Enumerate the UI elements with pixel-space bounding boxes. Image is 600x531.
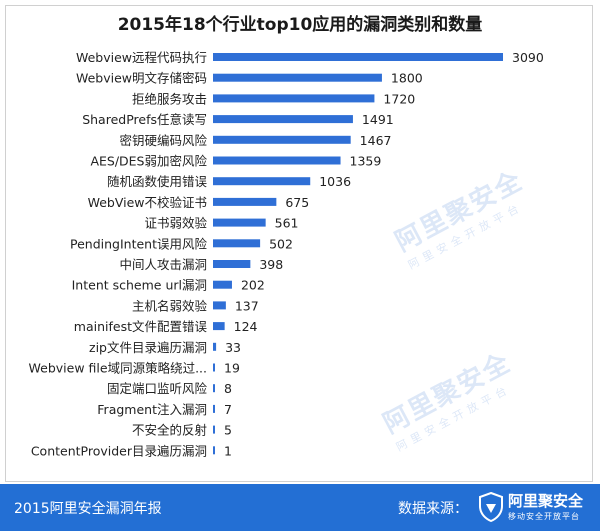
bar: [213, 94, 375, 103]
value-label: 561: [275, 216, 299, 231]
bar: [213, 446, 215, 455]
bar: [213, 425, 215, 434]
value-label: 1491: [362, 112, 394, 127]
footer-bar: 2015阿里安全漏洞年报 数据来源： 阿里聚安全 移动安全开放平台: [0, 484, 600, 531]
value-label: 398: [259, 257, 283, 272]
bar: [213, 301, 226, 310]
value-label: 7: [224, 402, 232, 417]
value-label: 502: [269, 236, 293, 251]
shield-icon: [479, 492, 503, 522]
bar: [213, 115, 353, 124]
category-label: 中间人攻击漏洞: [119, 257, 207, 272]
category-label: mainifest文件配置错误: [74, 319, 208, 334]
value-label: 3090: [512, 50, 544, 65]
category-label: 主机名弱效验: [132, 298, 208, 313]
value-label: 5: [224, 423, 232, 438]
category-label: Webview file域同源策略绕过...: [29, 361, 207, 376]
category-label: 不安全的反射: [132, 423, 207, 438]
bar-chart: Webview远程代码执行 3090 Webview明文存储密码 1800 拒绝服务攻击…: [29, 50, 544, 458]
bar: [213, 384, 215, 393]
bar: [213, 239, 261, 248]
bar: [213, 404, 215, 413]
value-label: 8: [224, 381, 232, 396]
bar: [213, 197, 277, 206]
value-label: 33: [225, 340, 241, 355]
value-label: 202: [241, 278, 265, 293]
value-label: 1467: [360, 133, 392, 148]
value-label: 675: [285, 195, 309, 210]
bar: [213, 218, 266, 227]
value-label: 137: [235, 298, 259, 313]
chart-title: 2015年18个行业top10应用的漏洞类别和数量: [117, 15, 483, 35]
category-label: zip文件目录遍历漏洞: [89, 340, 207, 355]
value-label: 1720: [383, 91, 415, 106]
source-label: 数据来源：: [398, 501, 468, 517]
category-label: ContentProvider目录遍历漏洞: [31, 443, 207, 458]
category-label: PendingIntent误用风险: [70, 236, 207, 251]
category-label: Fragment注入漏洞: [97, 402, 207, 417]
bar: [213, 177, 311, 186]
bar: [213, 135, 351, 144]
bar: [213, 260, 251, 268]
category-label: WebView不校验证书: [88, 195, 207, 210]
value-label: 124: [234, 319, 258, 334]
value-label: 1036: [319, 174, 351, 189]
footer-brand: 阿里聚安全: [508, 492, 584, 510]
bar: [213, 280, 232, 289]
value-label: 19: [224, 361, 240, 376]
category-label: Webview远程代码执行: [76, 50, 207, 65]
bar: [213, 363, 215, 372]
footer-slogan: 移动安全开放平台: [508, 512, 580, 521]
category-label: 拒绝服务攻击: [132, 91, 207, 106]
bar: [213, 53, 503, 61]
category-label: 密钥硬编码风险: [119, 133, 207, 148]
bar: [213, 156, 341, 165]
category-label: SharedPrefs任意读写: [82, 112, 207, 127]
value-label: 1800: [391, 71, 423, 86]
category-label: AES/DES弱加密风险: [90, 154, 207, 169]
chart-frame: [5, 5, 593, 482]
bar: [213, 322, 225, 331]
value-label: 1359: [350, 154, 382, 169]
category-label: 证书弱效验: [144, 216, 207, 231]
category-label: 随机函数使用错误: [107, 174, 208, 189]
value-label: 1: [224, 443, 232, 458]
category-label: 固定端口监听风险: [107, 381, 208, 396]
bar: [213, 73, 382, 82]
category-label: Webview明文存储密码: [76, 71, 207, 86]
category-label: Intent scheme url漏洞: [72, 278, 207, 293]
report-title: 2015阿里安全漏洞年报: [14, 501, 162, 517]
bar: [213, 342, 217, 351]
